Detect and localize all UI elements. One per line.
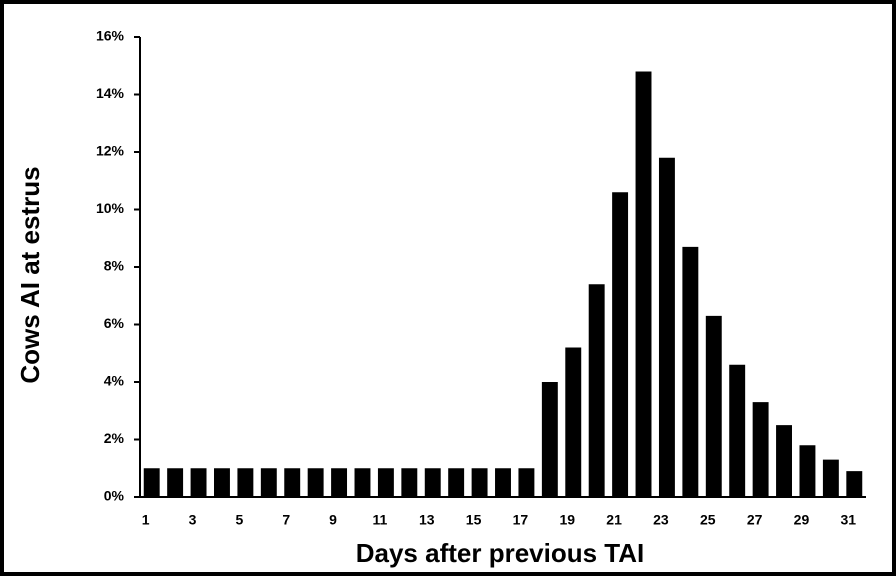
x-tick-label: 21	[606, 512, 622, 528]
bar	[377, 468, 394, 497]
bar	[260, 468, 277, 497]
bar	[167, 468, 184, 497]
x-tick-label: 7	[282, 512, 290, 528]
bar	[846, 471, 863, 497]
y-tick-label: 14%	[96, 85, 125, 101]
bar	[565, 347, 582, 497]
x-tick-label: 27	[747, 512, 763, 528]
x-tick-label: 29	[794, 512, 810, 528]
bar	[729, 364, 746, 497]
bar	[635, 71, 652, 497]
x-tick-label: 25	[700, 512, 716, 528]
x-tick-label: 13	[419, 512, 435, 528]
bar	[822, 459, 839, 497]
bar	[752, 402, 769, 497]
bar	[237, 468, 254, 497]
bar	[518, 468, 535, 497]
y-tick-label: 6%	[104, 315, 125, 331]
bar	[307, 468, 324, 497]
bar	[424, 468, 441, 497]
y-tick-label: 8%	[104, 258, 125, 274]
bar	[799, 445, 816, 497]
bar	[214, 468, 230, 497]
bar	[682, 246, 699, 497]
bar	[401, 468, 418, 497]
y-tick-label: 4%	[104, 373, 125, 389]
bar	[331, 468, 348, 497]
x-tick-label: 31	[841, 512, 857, 528]
x-tick-label: 15	[466, 512, 482, 528]
bar	[471, 468, 488, 497]
x-tick-label: 17	[513, 512, 529, 528]
bar	[705, 315, 722, 497]
bar	[776, 425, 792, 497]
y-tick-label: 2%	[104, 430, 125, 446]
x-tick-label: 11	[372, 512, 387, 528]
x-tick-label: 23	[653, 512, 669, 528]
x-tick-label: 19	[559, 512, 575, 528]
bar	[588, 284, 605, 497]
x-tick-label: 9	[329, 512, 337, 528]
bar	[354, 468, 371, 497]
bar	[612, 192, 629, 497]
bar	[190, 468, 207, 497]
x-axis-title: Days after previous TAI	[356, 538, 645, 568]
y-tick-label: 12%	[96, 143, 125, 159]
y-tick-label: 16%	[96, 28, 125, 44]
y-tick-label: 10%	[96, 200, 125, 216]
y-axis-title: Cows AI at estrus	[15, 166, 45, 383]
bar	[658, 157, 675, 497]
bar	[495, 468, 511, 497]
x-tick-label: 5	[235, 512, 243, 528]
x-tick-label: 3	[189, 512, 197, 528]
bar	[143, 468, 160, 497]
bar	[541, 382, 558, 497]
bar	[284, 468, 301, 497]
y-tick-label: 0%	[104, 488, 125, 504]
bar	[448, 468, 465, 497]
x-tick-label: 1	[142, 512, 150, 528]
